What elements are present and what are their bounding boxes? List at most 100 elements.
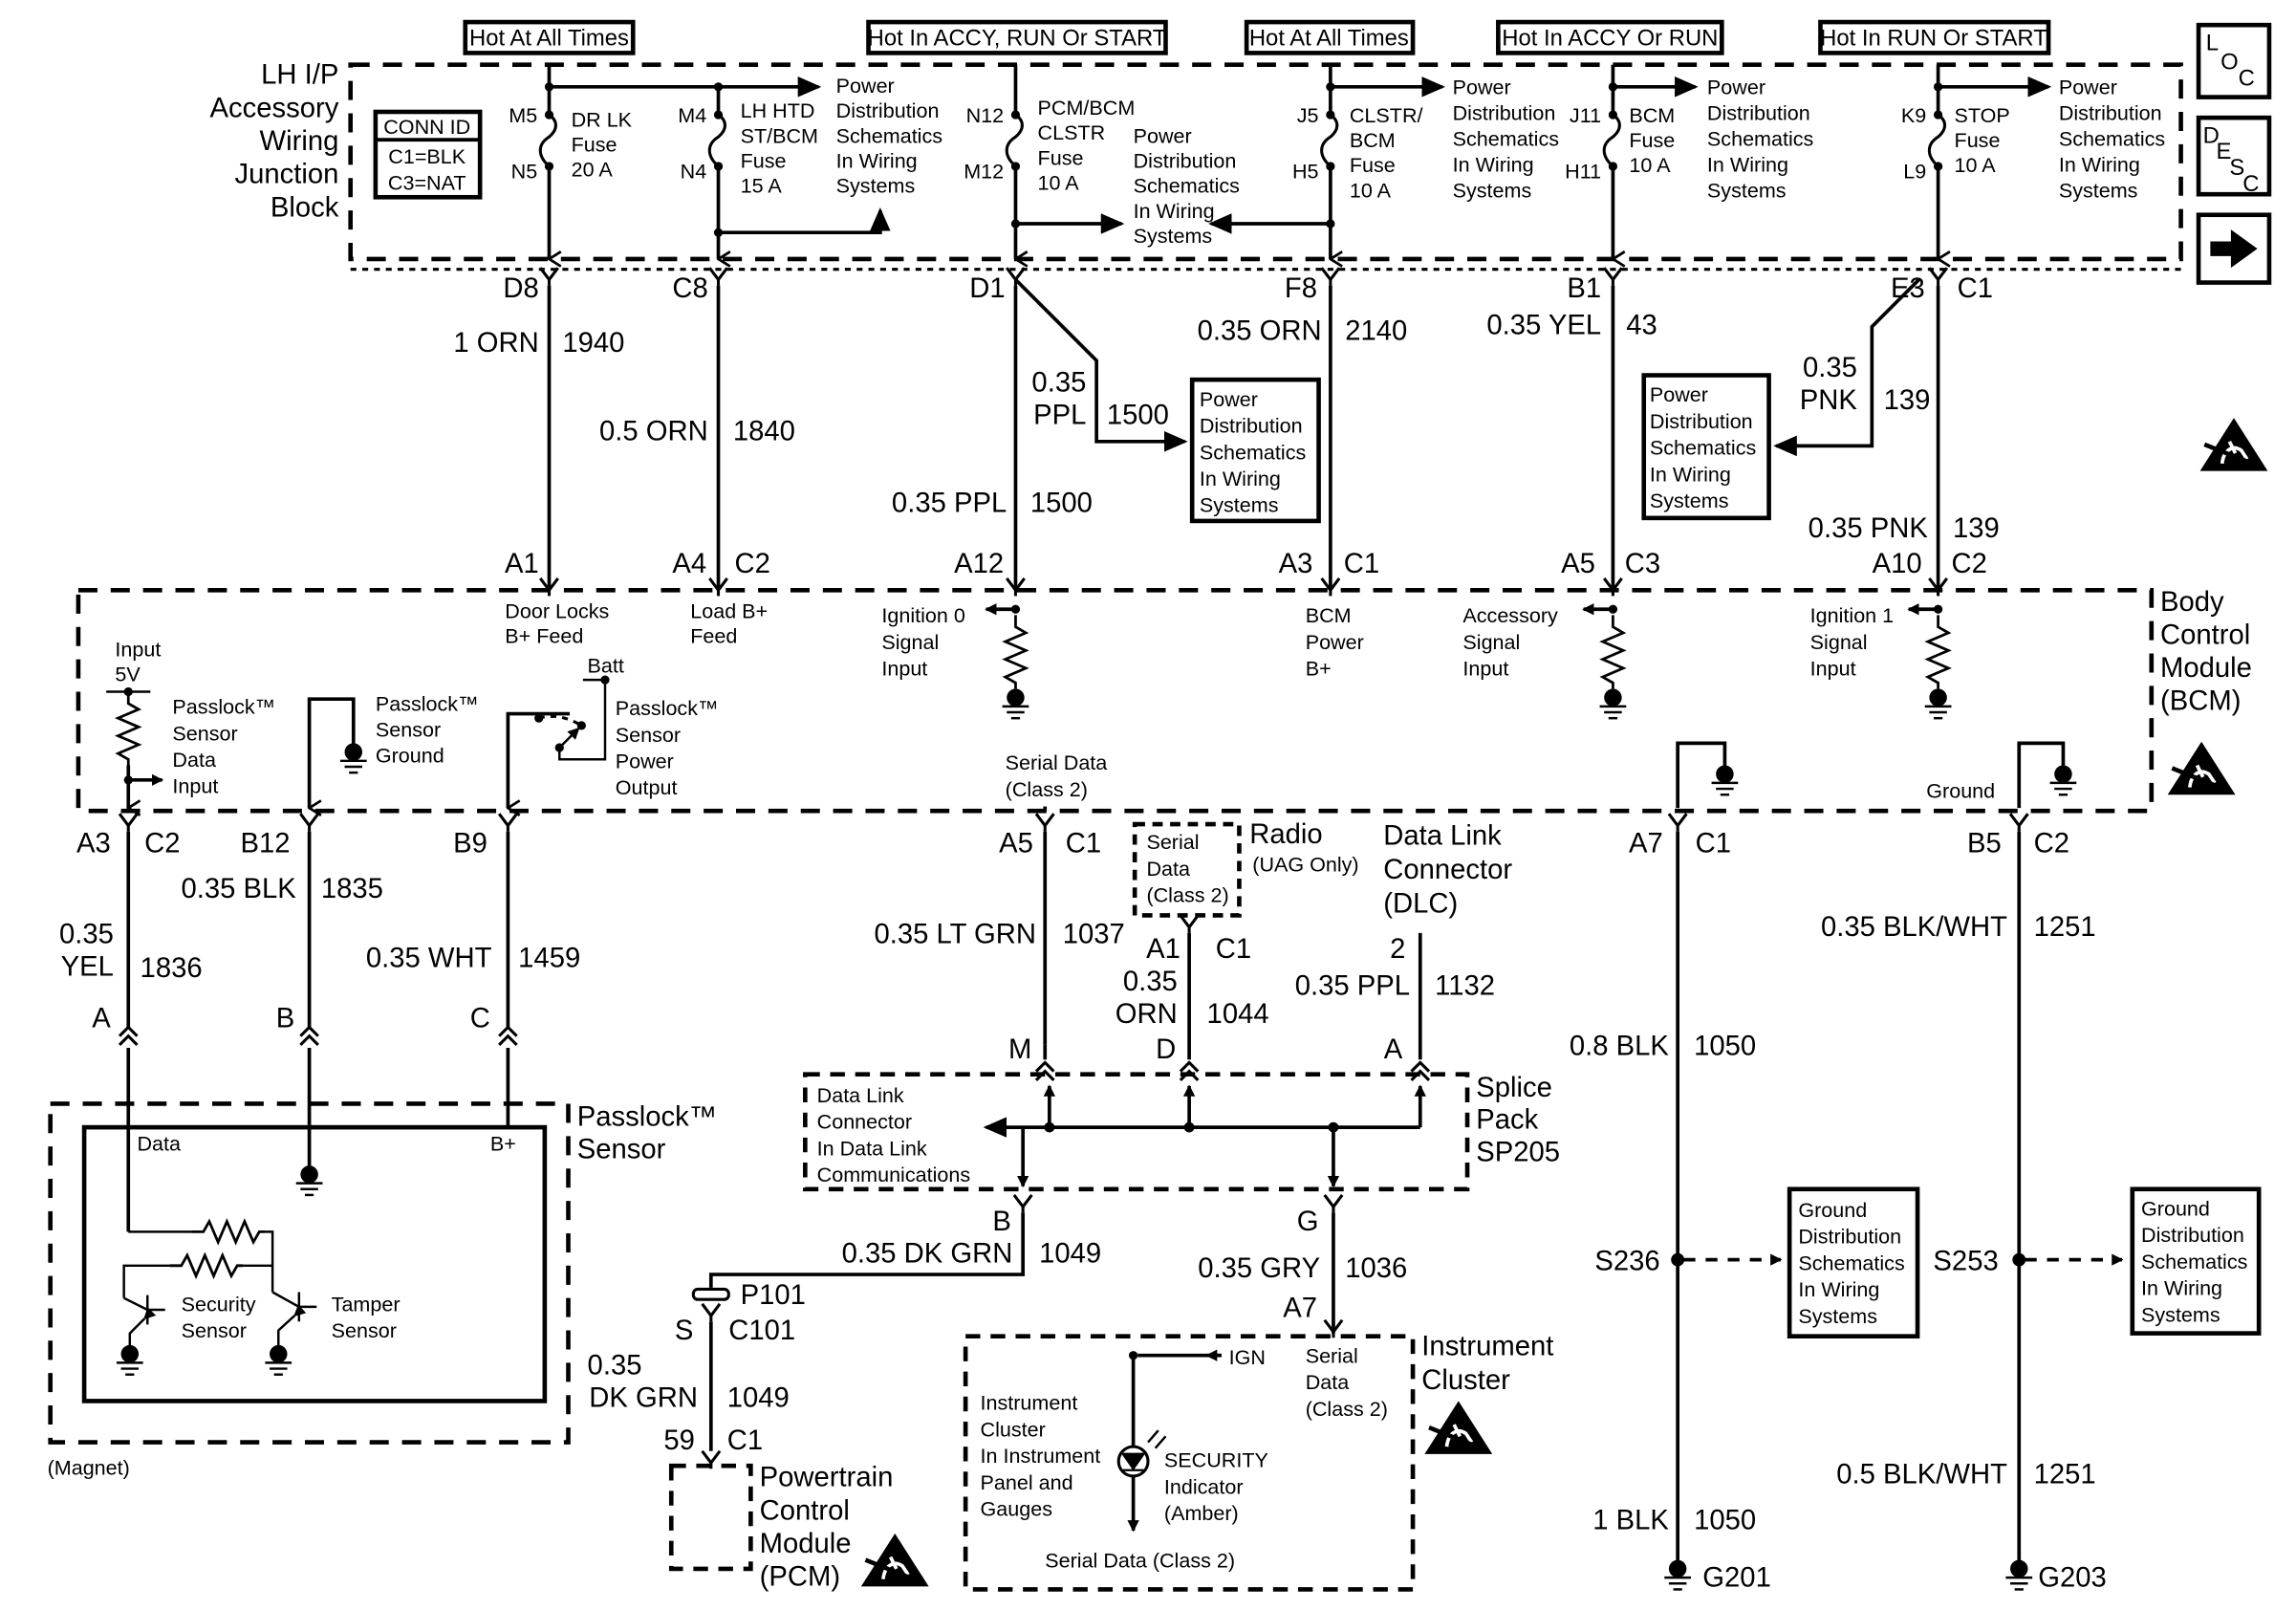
wire-gauge-color: 0.5 BLK/WHT <box>1836 1460 2007 1490</box>
wire-circuit: 1049 <box>1039 1239 1101 1270</box>
splice-pin: M <box>1008 1034 1031 1065</box>
wire-circuit: 1050 <box>1694 1505 1756 1535</box>
wire-circuit: 1037 <box>1063 920 1125 950</box>
wire-circuit: 1044 <box>1207 999 1269 1030</box>
wire-gauge-color: 1 BLK <box>1592 1505 1669 1535</box>
wire-circuit: 1836 <box>141 953 203 984</box>
radio-title: Radio <box>1249 819 1322 850</box>
bcm-input-circuits <box>106 603 2078 812</box>
passlock-pin: B <box>276 1003 295 1033</box>
power-distribution-ref: Power Distribution Schematics In Wiring Syst… <box>1650 382 1756 512</box>
connector-pin: F8 <box>1285 273 1317 304</box>
desc-letter-d: D <box>2203 122 2220 148</box>
wire-circuit: 1132 <box>1435 971 1495 1002</box>
bcm-title: Body Control Module (BCM) <box>2160 587 2252 717</box>
ground-ref-s253: Ground Distribution Schematics In Wiring Sys… <box>2012 1186 2262 1336</box>
fuse-lh-htd: M4 N4 LH HTD ST/BCM Fuse 15 A <box>678 86 818 259</box>
description-button[interactable]: D E S C <box>2196 115 2272 197</box>
location-button[interactable]: L O C <box>2196 22 2272 99</box>
bcm-pin: A12 <box>954 549 1004 579</box>
fuse-clstr-bcm: J5 H5 CLSTR/BCM Fuse 10 A <box>1292 64 1423 259</box>
wire-circuit: 2140 <box>1345 316 1407 347</box>
passlock-pin: A <box>92 1003 111 1033</box>
hot-label-3: Hot At All Times <box>1244 19 1416 55</box>
wire-gauge-color: 0.35 PPL <box>1031 367 1086 430</box>
bcm-pin: A4 <box>672 549 706 579</box>
splice-connector <box>1323 1193 1344 1214</box>
passlock-bplus-label: B+ <box>490 1132 516 1156</box>
bcm-connector: C1 <box>1344 549 1379 579</box>
conn-id-header: CONN ID <box>383 115 470 139</box>
passlock-data-label: Data <box>137 1132 181 1156</box>
esd-warning-icon <box>2200 418 2268 470</box>
bcm-ignition0-label: Ignition 0 Signal Input <box>881 603 964 680</box>
bcm-load-label: Load B+ Feed <box>690 599 768 648</box>
splice-s253-label: S253 <box>1933 1246 1998 1276</box>
cluster-ref-label: Instrument Cluster In Instrument Panel and G… <box>981 1391 1101 1521</box>
bcm-batt-label: Batt <box>588 653 624 677</box>
radio-serial-label: Serial Data (Class 2) <box>1146 830 1228 906</box>
pcm-outline <box>668 1463 753 1572</box>
wire-gauge-color: 0.35 ORN <box>1198 316 1322 347</box>
bcm-pin: A3 <box>1279 549 1313 579</box>
bcm-pin: B9 <box>453 828 487 859</box>
radio-connector <box>1179 913 1200 935</box>
wire-gauge-color: 0.35 YEL <box>59 920 114 983</box>
fuse-out-pin: M12 <box>964 159 1004 183</box>
arrow-right-icon <box>2210 229 2258 269</box>
cluster-serial-label: Serial Data (Class 2) <box>1306 1343 1388 1420</box>
fuse-name: CLSTR/BCM Fuse 10 A <box>1350 103 1423 203</box>
next-page-button[interactable] <box>2196 212 2272 285</box>
power-distribution-ref: Power Distribution Schematics In Wiring Syst… <box>2059 76 2165 203</box>
junction-block-title: LH I/P Accessory Wiring Junction Block <box>210 60 339 224</box>
bcm-door-locks-label: Door Locks B+ Feed <box>505 599 609 648</box>
connector-id: C1 <box>1958 273 1993 304</box>
cluster-serial-bottom-label: Serial Data (Class 2) <box>1045 1548 1235 1572</box>
ground-ref-s236: Ground Distribution Schematics In Wiring Sys… <box>1671 1186 1920 1338</box>
power-distribution-ref: Power Distribution Schematics In Wiring Syst… <box>1707 76 1813 203</box>
power-distribution-ref: Power Distribution Schematics In Wiring Syst… <box>836 74 942 198</box>
wire-circuit: 139 <box>1953 513 2000 544</box>
bcm-serial-data-label: Serial Data (Class 2) <box>1006 751 1108 801</box>
bcm-pin: B12 <box>241 828 291 859</box>
bcm-pin: A1 <box>505 549 539 579</box>
wire-circuit: 43 <box>1626 310 1657 340</box>
esd-warning-icon <box>861 1534 929 1586</box>
fuse-name: DR LK Fuse 20 A <box>572 107 633 181</box>
bcm-pin: A3 <box>76 828 111 859</box>
power-distribution-ref: Power Distribution Schematics In Wiring Syst… <box>1453 76 1559 203</box>
bcm-input-5v-label: Input 5V <box>115 638 161 686</box>
hot-label-text: Hot In ACCY, RUN Or START <box>868 26 1167 52</box>
wire-circuit: 1049 <box>727 1383 790 1414</box>
bcm-accessory-label: Accessory Signal Input <box>1462 603 1558 680</box>
lower-wires <box>118 831 2022 1563</box>
passlock-pin: C <box>470 1003 490 1033</box>
splice-pack-outline <box>803 1072 1470 1192</box>
wire-gauge-color: 0.35 DK GRN <box>588 1351 698 1414</box>
esd-warning-icon <box>2168 742 2236 794</box>
wire-circuit: 1459 <box>518 943 580 973</box>
conn-id-c1: C1=BLK <box>388 144 466 168</box>
hot-label-text: Hot At All Times <box>469 26 629 52</box>
loc-letter-c: C <box>2239 65 2255 91</box>
hot-label-2: Hot In ACCY, RUN Or START <box>866 19 1168 55</box>
passlock-sensor-body <box>81 1124 548 1403</box>
splice-bus <box>983 1084 1426 1188</box>
wire-gauge-color: 0.35 BLK <box>181 874 296 904</box>
bcm-passlock-power-label: Passlock™ Sensor Power Output <box>616 696 719 799</box>
power-distribution-ref: Power Distribution Schematics In Wiring Syst… <box>1134 123 1240 248</box>
hot-label-text: Hot At All Times <box>1249 26 1409 52</box>
ground-g203-icon <box>2004 1558 2034 1591</box>
bcm-pin: B5 <box>1967 828 2002 859</box>
fuse-name: STOP Fuse 10 A <box>1955 103 2010 177</box>
conn-id-box: CONN ID C1=BLK C3=NAT <box>373 109 483 200</box>
loc-letter-l: L <box>2206 30 2219 55</box>
splice-pin: D <box>1156 1034 1176 1065</box>
bcm-power-label: BCM Power B+ <box>1306 603 1364 680</box>
radio-pin: A1 <box>1146 934 1180 965</box>
dlc-title: Data Link Connector (DLC) <box>1383 821 1512 920</box>
wire-gauge-color: 0.35 PNK <box>1809 513 1929 544</box>
connector-pin: B1 <box>1567 273 1601 304</box>
radio-connector-id: C1 <box>1216 934 1251 965</box>
